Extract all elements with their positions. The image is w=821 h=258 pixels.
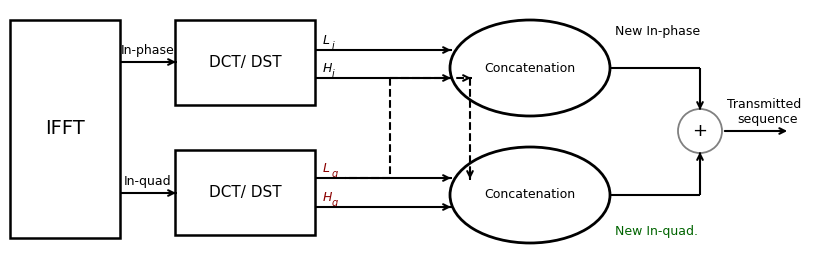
Text: H: H xyxy=(323,62,333,75)
Text: Concatenation: Concatenation xyxy=(484,189,576,201)
Text: IFFT: IFFT xyxy=(45,119,85,139)
Bar xyxy=(175,20,315,105)
Text: i: i xyxy=(332,41,335,51)
Text: In-phase: In-phase xyxy=(121,44,174,57)
Circle shape xyxy=(678,109,722,153)
Text: DCT/ DST: DCT/ DST xyxy=(209,185,282,200)
Text: Transmitted: Transmitted xyxy=(727,98,801,111)
Bar xyxy=(10,20,120,238)
Text: Concatenation: Concatenation xyxy=(484,61,576,75)
Text: i: i xyxy=(332,69,335,79)
Ellipse shape xyxy=(450,147,610,243)
Text: q: q xyxy=(332,198,338,208)
Ellipse shape xyxy=(450,20,610,116)
Text: New In-phase: New In-phase xyxy=(615,25,700,38)
Text: sequence: sequence xyxy=(737,113,797,126)
Text: +: + xyxy=(692,122,708,140)
Text: q: q xyxy=(332,169,338,179)
Bar xyxy=(175,150,315,235)
Text: New In-quad.: New In-quad. xyxy=(615,225,698,238)
Text: DCT/ DST: DCT/ DST xyxy=(209,55,282,70)
Text: L: L xyxy=(323,162,330,175)
Text: L: L xyxy=(323,34,330,47)
Text: In-quad: In-quad xyxy=(124,175,172,188)
Text: H: H xyxy=(323,191,333,204)
